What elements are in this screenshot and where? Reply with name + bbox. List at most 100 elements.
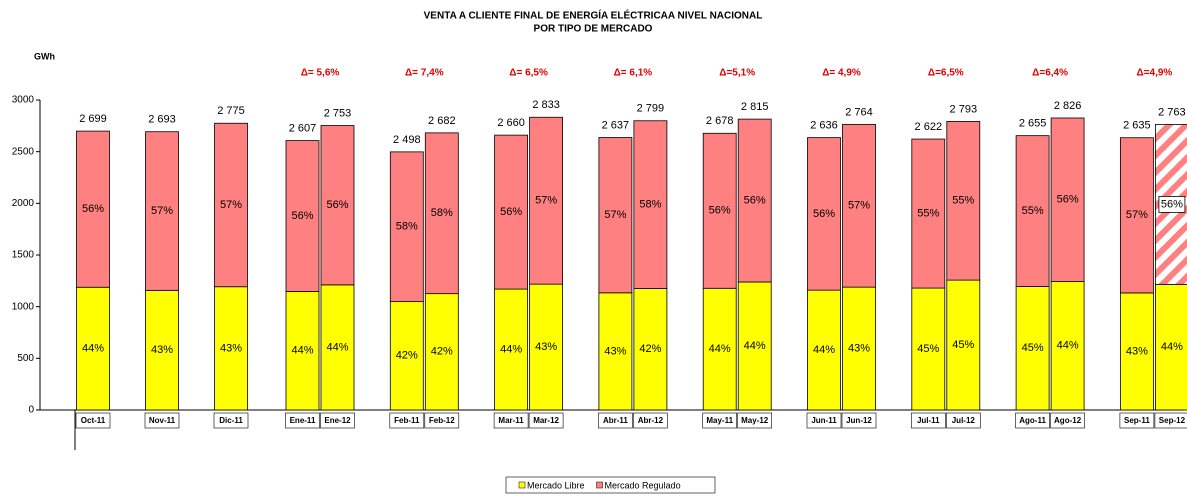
- bar-segment: [76, 130, 110, 288]
- share-label: 57%: [604, 209, 626, 221]
- bar-segment: [214, 286, 248, 411]
- legend-swatch: [596, 481, 603, 489]
- total-label: 2 699: [79, 113, 107, 125]
- share-label: 55%: [952, 195, 974, 207]
- bar-segment: [529, 283, 563, 411]
- bar-segment: [633, 120, 668, 289]
- total-label: 2 622: [915, 121, 943, 133]
- total-label: 2 660: [497, 117, 525, 129]
- share-label: 44%: [500, 343, 522, 355]
- share-label: 58%: [639, 199, 661, 211]
- total-label: 2 793: [950, 103, 978, 115]
- share-label: 56%: [500, 206, 522, 218]
- y-tick-label: 2500: [12, 146, 35, 157]
- bar-segment: [1120, 137, 1154, 294]
- share-label: 58%: [431, 207, 453, 219]
- x-tick-label: Nov-11: [149, 416, 176, 425]
- total-label: 2 764: [845, 106, 873, 118]
- total-label: 2 763: [1158, 106, 1186, 118]
- share-label: 44%: [326, 341, 348, 353]
- category-box: [493, 412, 529, 429]
- share-label: 56%: [326, 199, 348, 211]
- bar-segment: [389, 301, 424, 411]
- total-label: 2 498: [393, 134, 421, 146]
- share-label: 44%: [744, 340, 766, 352]
- share-label: 57%: [848, 200, 870, 212]
- total-label: 2 637: [602, 119, 630, 131]
- share-label: 43%: [848, 342, 870, 354]
- share-label: 56%: [82, 203, 104, 215]
- y-tick-label: 1500: [12, 250, 35, 261]
- share-label: 57%: [1126, 209, 1148, 221]
- total-label: 2 799: [637, 103, 665, 115]
- category-box: [806, 412, 842, 429]
- total-label: 2 693: [148, 114, 176, 126]
- x-tick-label: Dic-11: [219, 416, 243, 425]
- bar-segment: [320, 284, 355, 411]
- bar-segment: [424, 293, 459, 411]
- delta-annotation: Δ= 6,5%: [509, 68, 548, 79]
- share-label: 56%: [709, 205, 731, 217]
- bar-segment: [807, 289, 841, 411]
- x-tick-label: Feb-12: [429, 416, 455, 425]
- y-tick-label: 3000: [12, 95, 35, 106]
- bar-segment: [946, 120, 981, 281]
- total-label: 2 678: [706, 115, 734, 127]
- x-tick-label: Jun-12: [846, 416, 872, 425]
- bar-segment: [1015, 286, 1050, 411]
- bar-segment: [494, 134, 529, 290]
- total-label: 2 775: [217, 105, 245, 117]
- category-box: [945, 412, 981, 429]
- share-label: 45%: [1022, 342, 1044, 354]
- share-label: 56%: [813, 208, 835, 220]
- share-label: 56%: [1161, 198, 1183, 210]
- chart-title: VENTA A CLIENTE FINAL DE ENERGÍA ELÉCTRI…: [424, 9, 763, 22]
- bar-segment: [285, 291, 320, 411]
- y-tick-label: 2000: [12, 198, 35, 209]
- bar-segment: [702, 132, 737, 289]
- category-box: [75, 412, 111, 429]
- chart-subtitle: POR TIPO DE MERCADO: [534, 24, 653, 35]
- total-label: 2 607: [289, 123, 317, 135]
- bar-segment: [1015, 135, 1050, 287]
- category-box: [144, 412, 180, 429]
- category-box: [910, 412, 946, 429]
- bar-segment: [424, 132, 459, 295]
- share-label: 44%: [1161, 341, 1183, 353]
- share-label: 42%: [639, 343, 661, 355]
- total-label: 2 635: [1123, 120, 1151, 132]
- share-label: 43%: [151, 344, 173, 356]
- x-tick-label: Mar-12: [533, 416, 559, 425]
- y-tick-label: 1000: [12, 301, 35, 312]
- share-label: 57%: [220, 199, 242, 211]
- x-tick-label: Oct-11: [81, 416, 106, 425]
- x-tick-label: Sep-11: [1124, 416, 1150, 425]
- total-label: 2 655: [1019, 118, 1047, 130]
- delta-annotation: Δ= 7,4%: [405, 68, 444, 79]
- category-box: [841, 412, 877, 429]
- delta-annotation: Δ=5,1%: [719, 68, 755, 79]
- total-label: 2 636: [810, 120, 838, 132]
- label-box: [1158, 196, 1186, 213]
- delta-annotation: Δ=6,5%: [928, 68, 964, 79]
- x-tick-label: Mar-11: [498, 416, 524, 425]
- x-tick-label: Abr-12: [638, 416, 664, 425]
- category-box: [1050, 412, 1085, 429]
- bar-segment: [285, 140, 320, 292]
- share-label: 43%: [604, 345, 626, 357]
- x-tick-label: Sep-12: [1159, 416, 1186, 425]
- share-label: 55%: [917, 207, 939, 219]
- category-box: [737, 412, 773, 429]
- category-box: [702, 412, 738, 429]
- bar-segment: [633, 288, 668, 411]
- share-label: 44%: [82, 343, 104, 355]
- bar-segment: [911, 287, 946, 411]
- x-tick-label: Ago-11: [1019, 416, 1046, 425]
- share-label: 58%: [396, 221, 418, 233]
- share-label: 56%: [1057, 194, 1079, 206]
- y-tick-label: 0: [28, 405, 34, 416]
- bar-segment: [214, 122, 248, 288]
- bar-segment: [1050, 117, 1085, 282]
- share-label: 44%: [709, 343, 731, 355]
